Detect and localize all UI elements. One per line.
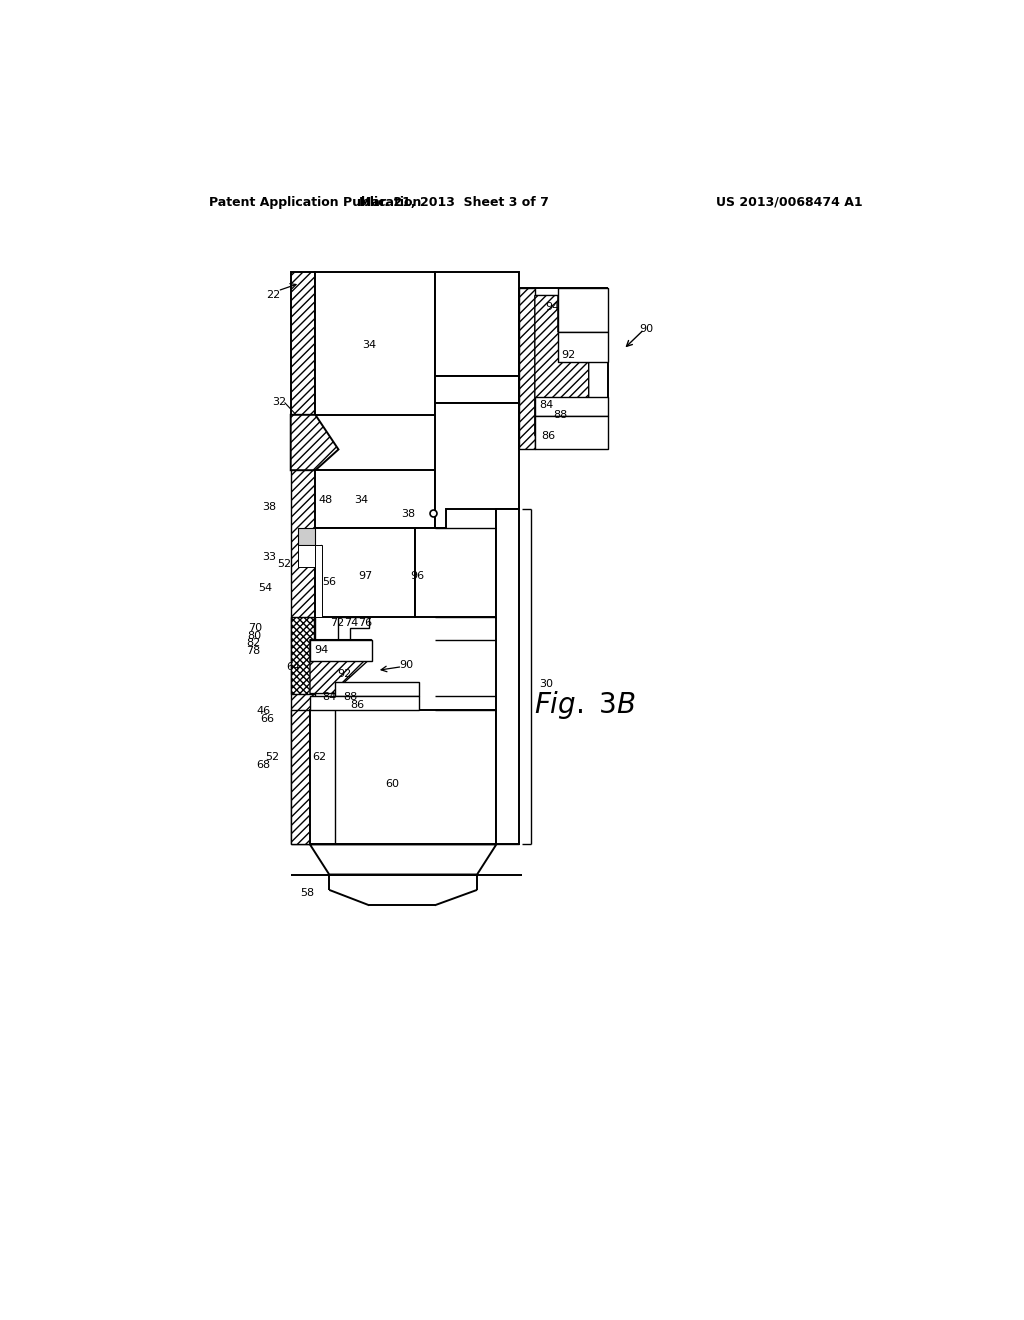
Polygon shape — [435, 404, 519, 528]
Text: 96: 96 — [411, 570, 425, 581]
Text: 56: 56 — [323, 577, 336, 587]
Polygon shape — [416, 508, 497, 616]
Text: 70: 70 — [248, 623, 262, 634]
Text: 54: 54 — [258, 583, 272, 593]
Polygon shape — [339, 616, 370, 640]
Bar — [535, 416, 608, 450]
Text: 84: 84 — [540, 400, 554, 409]
Bar — [298, 528, 315, 545]
Polygon shape — [291, 414, 339, 470]
Bar — [435, 376, 519, 404]
Bar — [535, 397, 608, 416]
Text: US 2013/0068474 A1: US 2013/0068474 A1 — [716, 195, 862, 209]
Text: 38: 38 — [262, 502, 276, 512]
Text: 92: 92 — [561, 350, 575, 360]
Bar — [335, 682, 419, 696]
Polygon shape — [310, 845, 497, 874]
Bar — [291, 616, 313, 693]
Text: 72: 72 — [330, 619, 344, 628]
Bar — [519, 288, 535, 449]
Text: 94: 94 — [314, 644, 329, 655]
Text: 68: 68 — [256, 760, 270, 770]
Text: 64: 64 — [287, 661, 301, 672]
Text: 97: 97 — [358, 570, 373, 581]
Bar — [291, 470, 315, 843]
Text: 22: 22 — [266, 290, 281, 301]
Text: 46: 46 — [257, 706, 270, 717]
Bar — [497, 508, 519, 845]
Bar — [310, 640, 372, 661]
Text: 52: 52 — [278, 560, 292, 569]
Text: 30: 30 — [540, 678, 553, 689]
Text: Patent Application Publication: Patent Application Publication — [209, 195, 422, 209]
Text: 58: 58 — [301, 888, 314, 898]
Text: 80: 80 — [248, 631, 261, 640]
Polygon shape — [535, 296, 589, 436]
Text: 34: 34 — [362, 339, 377, 350]
Text: 90: 90 — [639, 325, 653, 334]
Bar — [315, 545, 322, 616]
Text: 88: 88 — [553, 409, 567, 420]
Text: 86: 86 — [350, 700, 365, 710]
Text: 62: 62 — [312, 752, 327, 763]
Bar — [310, 710, 497, 845]
Bar — [298, 545, 315, 566]
Text: 82: 82 — [247, 639, 261, 648]
Text: 66: 66 — [261, 714, 274, 723]
Bar — [558, 288, 608, 331]
Bar — [315, 528, 416, 616]
Text: 84: 84 — [323, 693, 336, 702]
Bar — [315, 470, 435, 528]
Bar — [291, 272, 315, 414]
Bar — [435, 272, 519, 376]
Polygon shape — [558, 331, 608, 363]
Bar — [310, 696, 419, 710]
Bar — [315, 272, 435, 414]
Text: 33: 33 — [262, 552, 276, 562]
Text: 78: 78 — [246, 647, 260, 656]
Text: $\mathit{Fig.\ 3B}$: $\mathit{Fig.\ 3B}$ — [535, 689, 636, 721]
Text: 90: 90 — [399, 660, 414, 671]
Text: 60: 60 — [385, 779, 399, 788]
Text: 52: 52 — [265, 752, 280, 763]
Text: 94: 94 — [546, 302, 560, 312]
Text: 48: 48 — [318, 495, 333, 504]
Text: 34: 34 — [354, 495, 369, 504]
Text: 74: 74 — [344, 619, 358, 628]
Bar — [291, 710, 310, 845]
Text: 76: 76 — [358, 619, 373, 628]
Text: Mar. 21, 2013  Sheet 3 of 7: Mar. 21, 2013 Sheet 3 of 7 — [359, 195, 549, 209]
Text: 92: 92 — [338, 669, 352, 680]
Text: 86: 86 — [542, 430, 556, 441]
Polygon shape — [310, 640, 372, 693]
Text: 38: 38 — [400, 510, 415, 519]
Text: 32: 32 — [272, 397, 287, 408]
Text: 88: 88 — [343, 693, 357, 702]
